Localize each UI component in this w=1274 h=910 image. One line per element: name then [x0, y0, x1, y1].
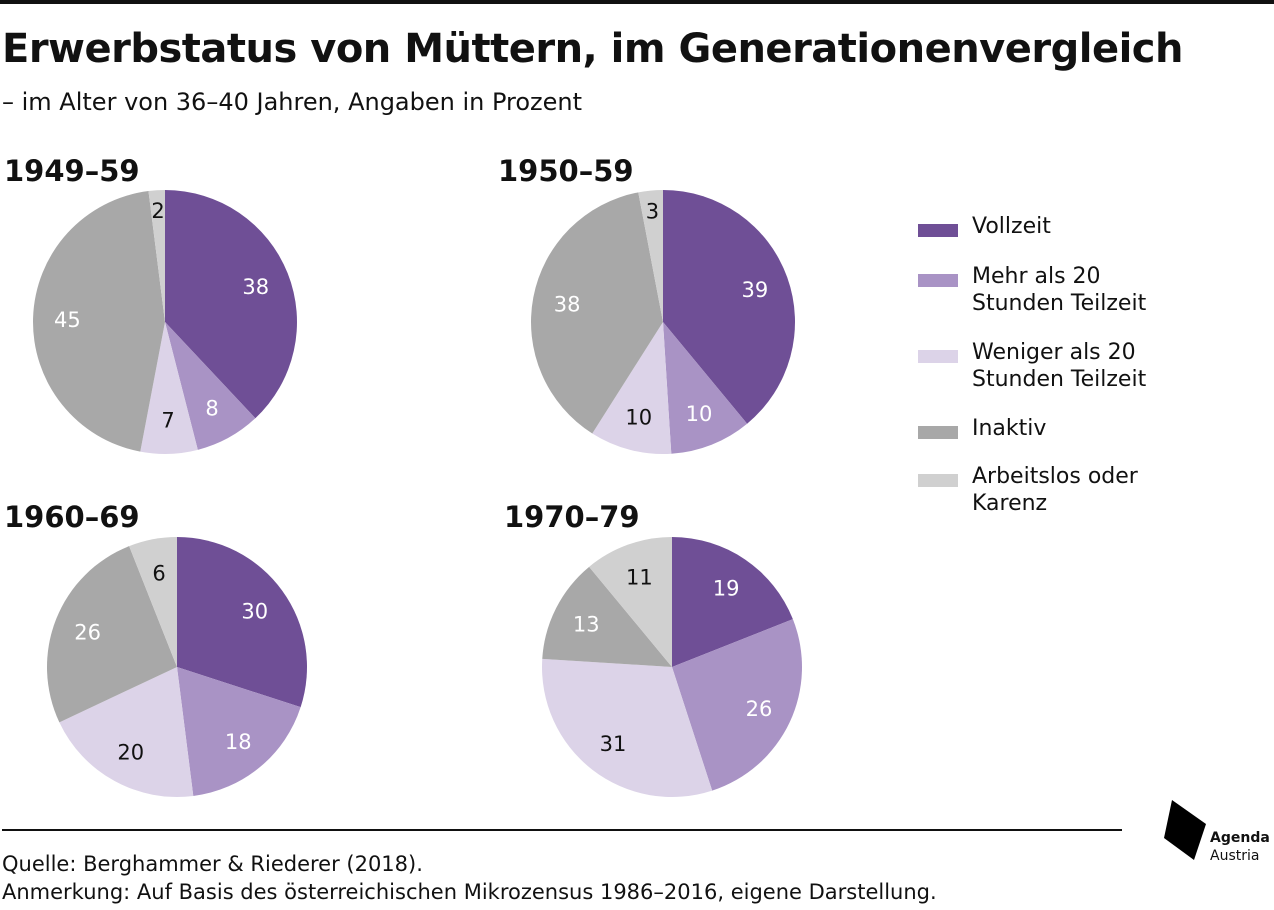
- pie-data-label: 26: [74, 621, 101, 645]
- pie-data-label: 20: [117, 740, 144, 764]
- pie-slice-inaktiv: [542, 566, 672, 667]
- source-note: Quelle: Berghammer & Riederer (2018).: [2, 852, 423, 876]
- pie-chart-3: 30 18 20 26 6: [46, 537, 308, 797]
- pie-slice-mehr-als-20-stunden-teilzeit: [672, 619, 803, 791]
- pie-slice-arbeitslos-oder-karenz: [589, 537, 672, 667]
- bottom-rule: [2, 829, 1122, 831]
- pie-data-label: 10: [625, 406, 652, 430]
- agenda-austria-logo: Agenda Austria: [1162, 798, 1272, 868]
- pie-data-label: 10: [686, 402, 713, 426]
- pie-data-label: 39: [742, 278, 769, 302]
- pie-slice-vollzeit: [165, 190, 297, 419]
- pie-slice-mehr-als-20-stunden-teilzeit: [663, 322, 748, 454]
- legend-swatch: [918, 350, 958, 363]
- chart-title: Erwerbstatus von Müttern, im Generatione…: [2, 26, 1183, 72]
- pie-data-label: 31: [600, 732, 627, 756]
- pie-slice-weniger-als-20-stunden-teilzeit: [59, 667, 194, 797]
- pie-data-label: 6: [152, 562, 165, 586]
- chart-subtitle: – im Alter von 36–40 Jahren, Angaben in …: [2, 88, 583, 116]
- legend-swatch: [918, 224, 958, 237]
- pie-title-4: 1970–79: [504, 500, 640, 534]
- logo-text-agenda: Agenda: [1210, 830, 1270, 846]
- pie-chart-1: 38 8 7 45 2: [33, 190, 297, 454]
- annotation-note: Anmerkung: Auf Basis des österreichische…: [2, 880, 937, 904]
- pie-chart-4: 19 26 31 13 11: [542, 537, 803, 798]
- pie-slice-arbeitslos-oder-karenz: [148, 190, 165, 322]
- legend-swatch: [918, 274, 958, 287]
- legend-swatch: [918, 474, 958, 487]
- pie-slice-inaktiv: [33, 191, 166, 452]
- pie-slice-weniger-als-20-stunden-teilzeit: [592, 322, 672, 455]
- pie-slice-arbeitslos-oder-karenz: [129, 537, 177, 667]
- agenda-austria-logo-icon: [1164, 800, 1206, 860]
- pie-title-1: 1949–59: [4, 154, 140, 188]
- pie-data-label: 11: [626, 566, 653, 590]
- pie-data-label: 19: [713, 576, 740, 600]
- legend-label: Weniger als 20 Stunden Teilzeit: [972, 340, 1147, 392]
- pie-slice-weniger-als-20-stunden-teilzeit: [542, 658, 713, 798]
- pie-data-label: 30: [241, 600, 268, 624]
- pie-slice-vollzeit: [663, 190, 796, 424]
- pie-slice-vollzeit: [672, 537, 793, 667]
- pie-slice-vollzeit: [177, 537, 308, 708]
- legend-label: Vollzeit: [972, 214, 1051, 239]
- pie-data-label: 18: [225, 730, 252, 754]
- pie-data-label: 8: [205, 397, 218, 421]
- pie-title-2: 1950–59: [498, 154, 634, 188]
- pie-data-label: 7: [161, 409, 174, 433]
- pie-slice-mehr-als-20-stunden-teilzeit: [165, 322, 256, 450]
- pie-slice-arbeitslos-oder-karenz: [638, 190, 663, 322]
- pie-slice-inaktiv: [531, 192, 663, 434]
- pie-chart-2: 39 10 10 38 3: [531, 190, 796, 455]
- legend-label: Inaktiv: [972, 416, 1047, 441]
- logo-text-austria: Austria: [1210, 848, 1260, 864]
- pie-data-label: 26: [746, 697, 773, 721]
- pie-data-label: 45: [54, 308, 81, 332]
- pie-slice-mehr-als-20-stunden-teilzeit: [177, 667, 301, 796]
- pie-slice-weniger-als-20-stunden-teilzeit: [140, 322, 198, 454]
- legend-swatch: [918, 426, 958, 439]
- legend-label: Arbeitslos oder Karenz: [972, 464, 1138, 516]
- pie-data-label: 38: [554, 293, 581, 317]
- pie-data-label: 13: [573, 612, 600, 636]
- pie-data-label: 2: [151, 199, 164, 223]
- pie-title-3: 1960–69: [4, 500, 140, 534]
- top-rule: [0, 0, 1274, 4]
- legend-label: Mehr als 20 Stunden Teilzeit: [972, 264, 1147, 316]
- pie-slice-inaktiv: [46, 546, 177, 723]
- pie-data-label: 38: [242, 275, 269, 299]
- pie-data-label: 3: [646, 199, 659, 223]
